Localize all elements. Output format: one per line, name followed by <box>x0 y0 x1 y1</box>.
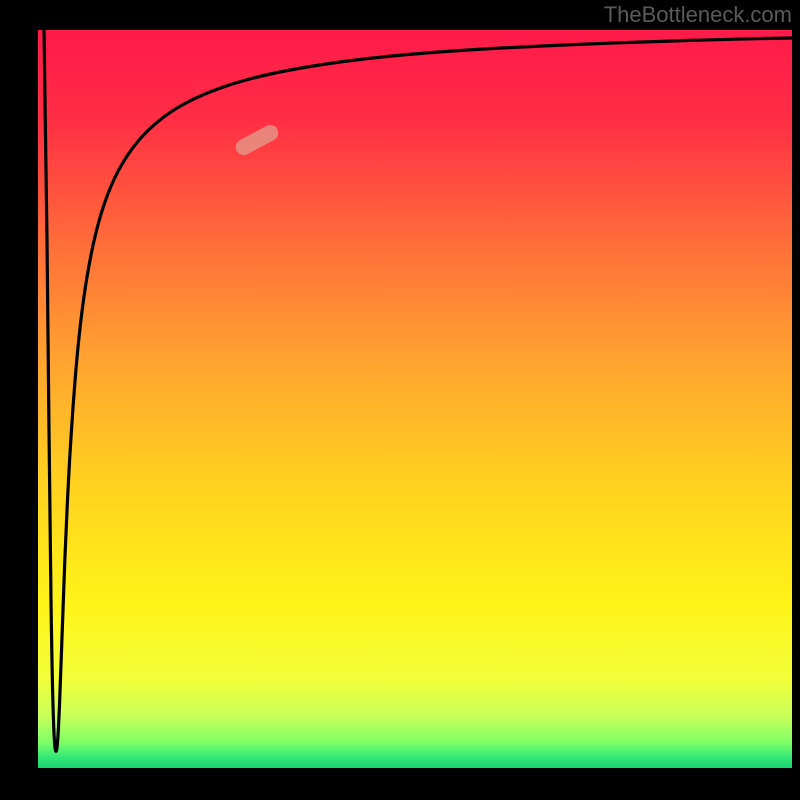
attribution-text: TheBottleneck.com <box>604 2 792 28</box>
curve-layer <box>38 30 792 768</box>
highlight-marker <box>233 122 281 158</box>
bottleneck-curve <box>44 30 792 751</box>
chart-container: TheBottleneck.com <box>0 0 800 800</box>
plot-area <box>38 30 792 768</box>
